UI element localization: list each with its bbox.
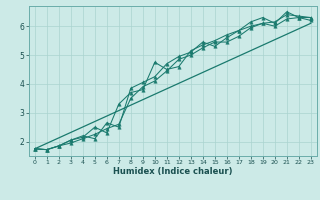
X-axis label: Humidex (Indice chaleur): Humidex (Indice chaleur) [113,167,233,176]
